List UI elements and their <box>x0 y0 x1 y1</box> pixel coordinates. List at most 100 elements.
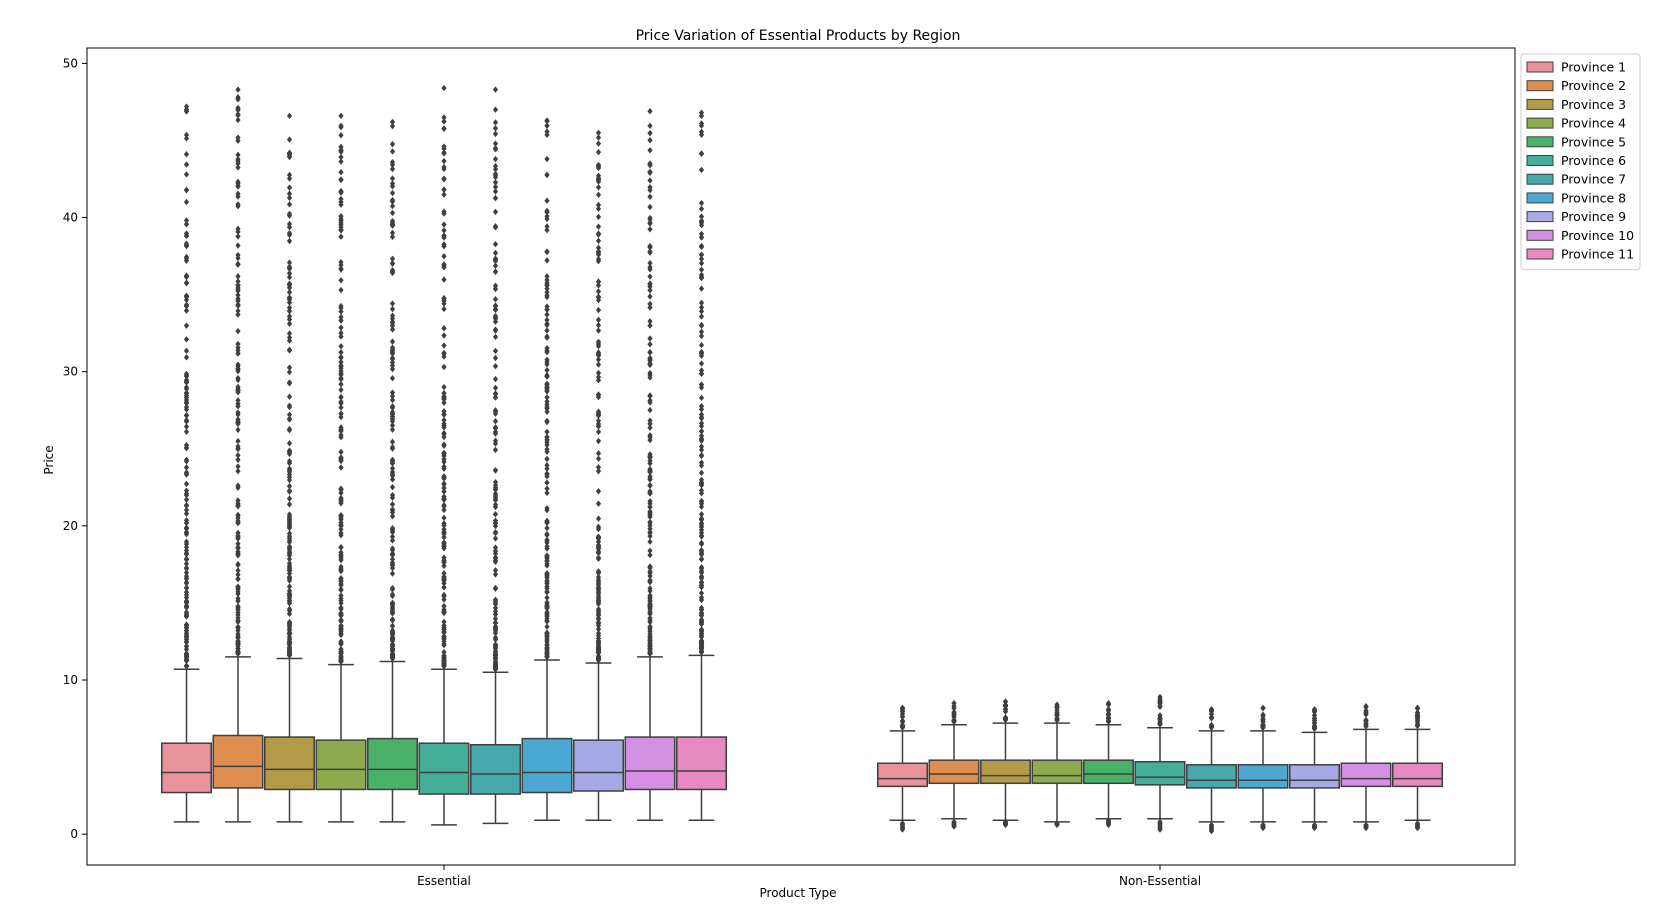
outlier-point <box>235 201 241 208</box>
outlier-point <box>492 188 499 195</box>
outlier-point <box>544 524 550 532</box>
outlier-point <box>698 120 705 127</box>
outlier-point <box>441 264 447 271</box>
outlier-point <box>389 476 396 483</box>
outlier-point <box>235 233 241 240</box>
box-body <box>367 737 418 791</box>
outlier-point <box>441 157 447 165</box>
outlier-point <box>492 224 499 231</box>
outlier-point <box>338 519 344 526</box>
outlier-point <box>441 635 447 643</box>
outlier-point <box>1157 702 1163 710</box>
outlier-point <box>647 594 653 602</box>
outlier-point <box>698 633 705 641</box>
outlier-point <box>441 383 447 391</box>
outlier-point <box>647 322 653 329</box>
outlier-point <box>698 469 705 477</box>
outlier-point <box>389 426 396 433</box>
outlier-point <box>441 118 447 125</box>
outlier-point <box>544 131 550 138</box>
outlier-point <box>698 503 705 510</box>
outlier-point <box>286 619 293 627</box>
x-axis-label: Product Type <box>760 886 837 900</box>
outlier-point <box>286 440 293 447</box>
outlier-point <box>338 381 344 388</box>
outlier-point <box>235 456 241 464</box>
outlier-point <box>441 294 447 302</box>
outlier-point <box>544 603 550 610</box>
outlier-point <box>338 317 344 324</box>
box-body <box>470 744 521 795</box>
outlier-point <box>441 606 447 614</box>
box-0-1 <box>212 86 264 823</box>
outlier-point <box>286 337 293 344</box>
outlier-point <box>698 166 705 174</box>
outlier-point <box>492 571 499 578</box>
outlier-point <box>595 201 602 209</box>
outlier-point <box>595 316 602 324</box>
outlier-point <box>595 533 602 541</box>
legend-label: Province 1 <box>1561 60 1626 75</box>
outlier-point <box>183 550 190 557</box>
box-body <box>315 739 367 791</box>
outlier-point <box>492 484 499 491</box>
outlier-point <box>544 273 550 280</box>
outlier-point <box>492 194 499 202</box>
outlier-point <box>647 293 653 300</box>
outlier-point <box>595 356 602 363</box>
outlier-point <box>183 322 190 329</box>
outlier-point <box>951 713 957 721</box>
outlier-point <box>698 341 705 349</box>
outlier-point <box>698 128 705 136</box>
outlier-point <box>647 203 653 211</box>
outlier-point <box>595 615 602 623</box>
outlier-point <box>441 534 447 541</box>
outlier-point <box>389 233 396 241</box>
outlier-point <box>698 304 705 311</box>
outlier-point <box>1260 722 1266 730</box>
outlier-point <box>492 390 499 397</box>
outlier-point <box>1260 717 1266 725</box>
outlier-point <box>441 399 447 406</box>
outlier-point <box>286 393 293 400</box>
outlier-point <box>647 476 653 483</box>
outlier-point <box>389 555 396 563</box>
outlier-point <box>286 495 293 502</box>
outlier-point <box>492 644 499 652</box>
outlier-point <box>647 360 653 367</box>
box-1-7 <box>1237 704 1289 832</box>
outlier-point <box>286 259 293 266</box>
outlier-point <box>286 458 293 465</box>
outlier-point <box>338 308 344 315</box>
outlier-point <box>544 519 550 526</box>
outlier-point <box>235 242 241 249</box>
outlier-point <box>698 582 705 589</box>
outlier-point <box>441 514 447 522</box>
box-0-10 <box>676 109 727 822</box>
outlier-point <box>647 349 653 356</box>
outlier-point <box>1105 718 1112 725</box>
outlier-point <box>441 163 447 171</box>
outlier-point <box>235 575 241 583</box>
outlier-point <box>492 585 499 592</box>
outlier-point <box>389 350 396 357</box>
outlier-point <box>544 257 550 264</box>
outlier-point <box>698 199 705 207</box>
outlier-point <box>389 607 396 614</box>
outlier-point <box>492 503 499 511</box>
outlier-point <box>183 627 190 634</box>
outlier-point <box>698 498 705 506</box>
outlier-point <box>647 355 653 363</box>
box-body <box>521 737 573 794</box>
outlier-point <box>698 299 705 307</box>
outlier-point <box>235 409 241 416</box>
outlier-point <box>286 560 293 567</box>
outlier-point <box>595 321 602 329</box>
outlier-point <box>389 445 396 452</box>
outlier-point <box>647 624 653 631</box>
outlier-point <box>235 182 241 189</box>
outlier-point <box>286 112 293 120</box>
outlier-point <box>492 282 499 289</box>
outlier-point <box>338 646 344 653</box>
outlier-point <box>544 629 550 636</box>
